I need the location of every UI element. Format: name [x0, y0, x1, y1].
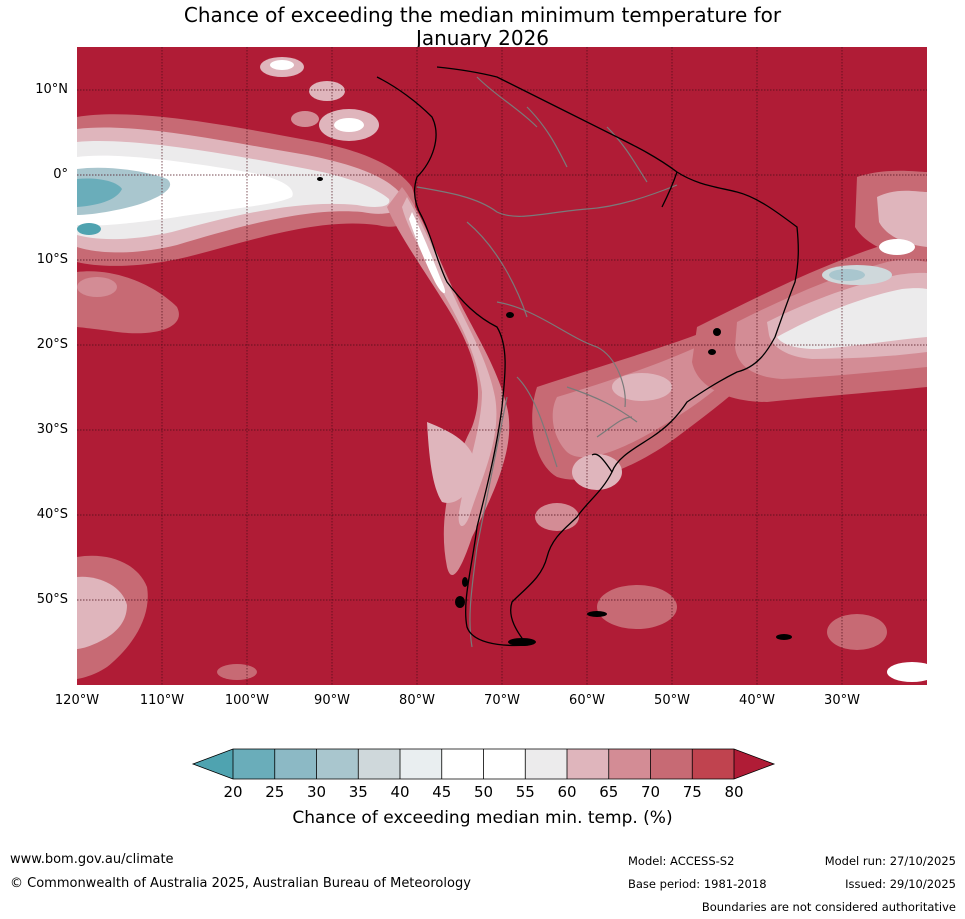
colorbar-tick-55: 55: [515, 783, 535, 801]
title-line-1: Chance of exceeding the median minimum t…: [183, 3, 782, 27]
south-atlantic-band: [692, 242, 927, 402]
lon-tick-40w: 40°W: [739, 693, 775, 708]
coastline: [376, 66, 799, 647]
colorbar-tick-65: 65: [599, 783, 619, 801]
lon-tick-60w: 60°W: [569, 693, 605, 708]
lat-tick-40s: 40°S: [36, 507, 68, 522]
lat-tick-10n: 10°N: [35, 82, 68, 97]
colorbar-swatch-25-30: [274, 749, 317, 779]
equatorial-pacific-band: [77, 114, 416, 266]
model-run-text: Model run: 27/10/2025: [824, 854, 956, 868]
lat-tick-20s: 20°S: [36, 337, 68, 352]
andean-coastal-strip: [387, 187, 510, 576]
colorbar-swatch-40-45: [400, 749, 442, 779]
colorbar-high-arrow: [734, 749, 774, 779]
graticule: [77, 47, 927, 685]
probability-map: [77, 47, 927, 685]
colorbar-tick-25: 25: [265, 783, 285, 801]
map-title: Chance of exceeding the median minimum t…: [0, 4, 965, 50]
colorbar-low-arrow: [193, 749, 233, 779]
lat-tick-30s: 30°S: [36, 422, 68, 437]
colorbar: [191, 748, 776, 780]
colorbar-tick-50: 50: [473, 783, 494, 801]
colorbar-tick-45: 45: [432, 783, 452, 801]
colorbar-outline: [191, 748, 776, 780]
colorbar-tick-70: 70: [640, 783, 661, 801]
colorbar-tick-20: 20: [223, 783, 243, 801]
lon-tick-50w: 50°W: [654, 693, 690, 708]
colorbar-tick-60: 60: [557, 783, 577, 801]
colorbar-swatch-65-70: [608, 749, 651, 779]
lat-tick-10s: 10°S: [36, 252, 68, 267]
colorbar-tick-40: 40: [390, 783, 410, 801]
colorbar-swatch-35-40: [358, 749, 400, 779]
issued-text: Issued: 29/10/2025: [845, 877, 956, 891]
islands: [317, 177, 792, 646]
lon-tick-70w: 70°W: [484, 693, 520, 708]
lat-tick-0: 0°: [53, 167, 68, 182]
colorbar-swatch-70-75: [650, 749, 693, 779]
colorbar-tick-75: 75: [682, 783, 702, 801]
lon-tick-90w: 90°W: [314, 693, 350, 708]
lon-tick-80w: 80°W: [399, 693, 435, 708]
disclaimer-text: Boundaries are not considered authoritat…: [701, 900, 956, 914]
lon-tick-120w: 120°W: [54, 693, 100, 708]
lon-tick-30w: 30°W: [824, 693, 860, 708]
colorbar-swatch-30-35: [316, 749, 359, 779]
colorbar-tick-80: 80: [724, 783, 744, 801]
copyright-text: © Commonwealth of Australia 2025, Austra…: [10, 876, 471, 891]
bom-url-link[interactable]: www.bom.gov.au/climate: [10, 852, 174, 867]
model-text: Model: ACCESS-S2: [628, 854, 735, 868]
colorbar-swatch-50-55: [483, 749, 526, 779]
colorbar-tick-30: 30: [306, 783, 327, 801]
colorbar-title: Chance of exceeding median min. temp. (%…: [292, 808, 673, 828]
north-pacific-patches: [260, 57, 379, 141]
title-line-2: January 2026: [415, 26, 550, 50]
lat-tick-50s: 50°S: [36, 592, 68, 607]
base-period-text: Base period: 1981-2018: [628, 877, 767, 891]
map-svg: [77, 47, 927, 685]
colorbar-swatch-55-60: [525, 749, 567, 779]
colorbar-swatch-45-50: [441, 749, 484, 779]
lon-tick-110w: 110°W: [139, 693, 185, 708]
lakes: [506, 312, 721, 355]
lon-tick-100w: 100°W: [224, 693, 270, 708]
colorbar-tick-35: 35: [348, 783, 368, 801]
colorbar-swatch-20-25: [233, 749, 275, 779]
colorbar-swatch-60-65: [567, 749, 609, 779]
colorbar-swatch-75-80: [692, 749, 734, 779]
country-borders: [416, 76, 678, 648]
north-atlantic-patches: [855, 170, 927, 262]
